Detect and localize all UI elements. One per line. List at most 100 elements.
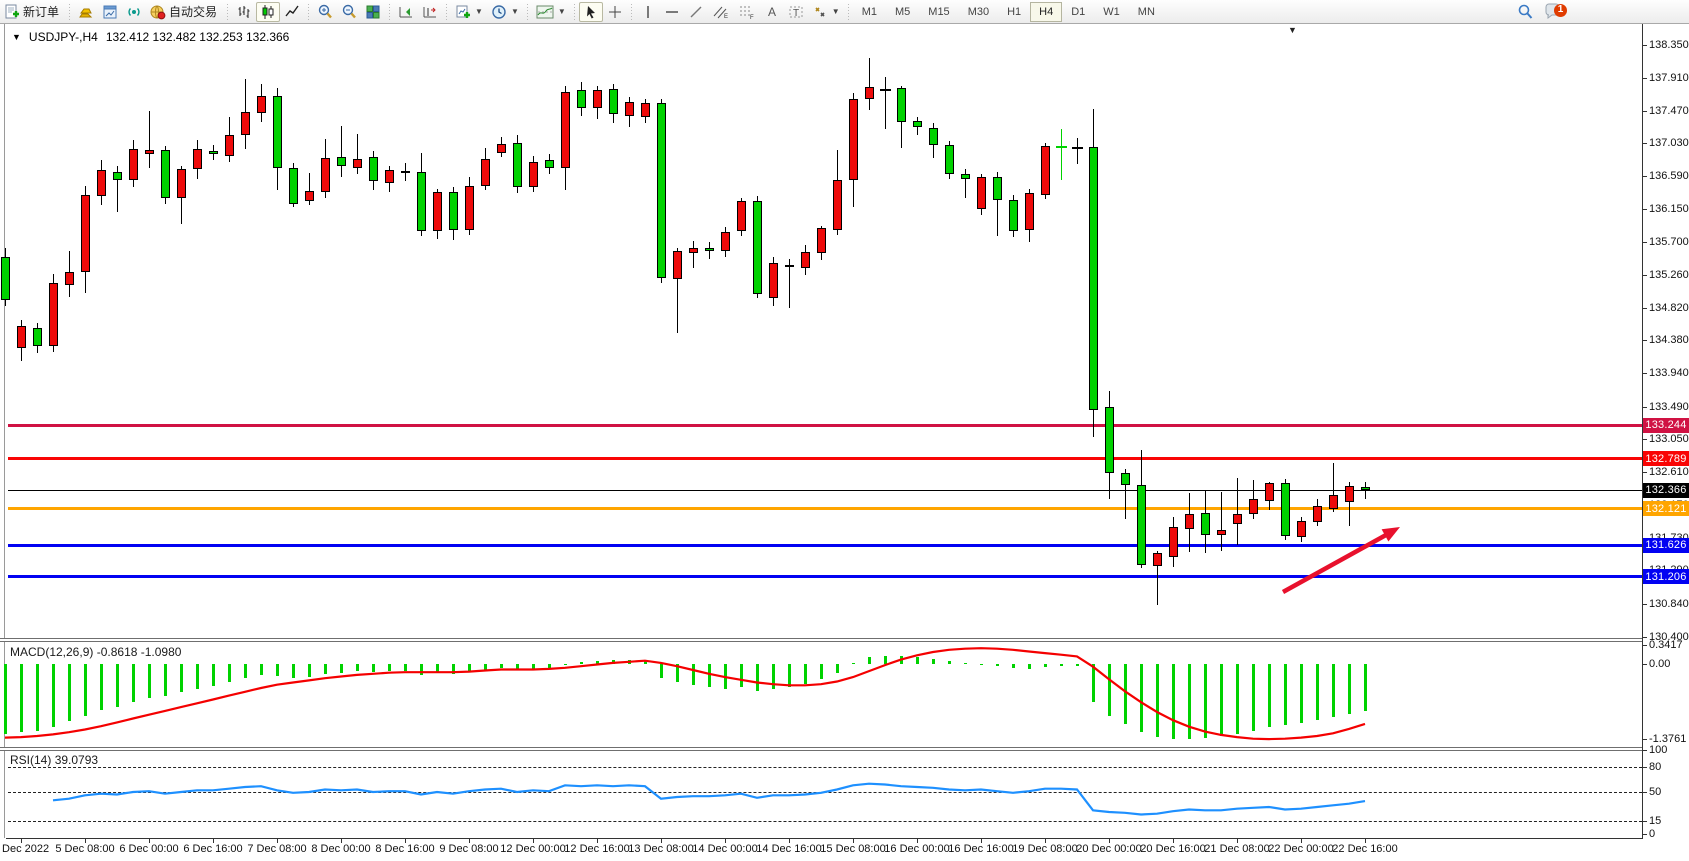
zoom-in-icon <box>317 4 333 20</box>
candle <box>1169 527 1178 558</box>
timeframe-M1[interactable]: M1 <box>861 5 877 18</box>
rsi-level-80 <box>8 767 1642 768</box>
candle <box>225 135 234 156</box>
horizontal-line-132.789[interactable] <box>8 457 1642 461</box>
candle <box>689 248 698 254</box>
macd-histogram-bar <box>564 664 567 666</box>
price-axis-tick <box>1642 472 1647 474</box>
macd-histogram-bar <box>532 664 535 669</box>
vertical-line-tool-button[interactable] <box>636 2 660 22</box>
auto-scroll-button[interactable] <box>394 2 418 22</box>
candle <box>177 169 186 198</box>
templates-button[interactable]: ▼ <box>532 2 570 22</box>
search-icon[interactable] <box>1516 3 1534 21</box>
horizontal-line-132.366[interactable] <box>8 489 1642 491</box>
zoom-out-button[interactable] <box>337 2 361 22</box>
horizontal-line-tool-button[interactable] <box>660 2 684 22</box>
toolbar-separator <box>386 3 394 20</box>
timeframe-M5[interactable]: M5 <box>895 5 911 18</box>
trendline-tool-button[interactable] <box>684 2 708 22</box>
horizontal-line-131.206[interactable] <box>8 575 1642 579</box>
macd-histogram-bar <box>500 664 503 668</box>
toolbar-separator <box>523 3 531 20</box>
date-axis-tick <box>533 839 534 843</box>
chart-window-button[interactable] <box>98 2 122 22</box>
bar-chart-mode-button[interactable] <box>232 2 256 22</box>
timeframe-MN[interactable]: MN <box>1137 5 1155 18</box>
new-order-button[interactable]: 新订单 <box>0 2 65 22</box>
text-label-icon: T <box>788 4 804 20</box>
dropdown-caret: ▼ <box>475 7 483 16</box>
macd-histogram-bar <box>516 664 519 670</box>
candle <box>337 157 346 167</box>
candle-wick <box>149 111 150 168</box>
macd-histogram-bar <box>660 664 663 678</box>
channel-tool-button[interactable]: E <box>708 2 734 22</box>
rsi-axis-label: 100 <box>1649 744 1668 757</box>
horizontal-line-132.121[interactable] <box>8 507 1642 511</box>
symbol-dropdown-arrow[interactable]: ▼ <box>12 32 21 42</box>
cursor-tool-button[interactable] <box>578 1 603 22</box>
timeframe-H4[interactable]: H4 <box>1030 1 1063 22</box>
macd-histogram-bar <box>612 660 615 664</box>
time-axis-line <box>6 838 1643 839</box>
macd-histogram-bar <box>164 664 167 696</box>
candle <box>753 201 762 295</box>
chart-shift-button[interactable] <box>418 2 442 22</box>
timeframe-H1[interactable]: H1 <box>1007 5 1022 18</box>
chart-title: ▼ USDJPY-,H4 132.412 132.482 132.253 132… <box>12 30 289 44</box>
text-label-tool-button[interactable]: T <box>784 2 808 22</box>
macd-histogram-bar <box>788 664 791 687</box>
timeframe-W1[interactable]: W1 <box>1103 5 1120 18</box>
timeframe-D1[interactable]: D1 <box>1071 5 1086 18</box>
chart-shift-marker[interactable]: ▼ <box>1288 25 1297 35</box>
candle <box>513 142 522 188</box>
macd-histogram-bar <box>228 664 231 682</box>
macd-histogram-bar <box>900 656 903 664</box>
macd-axis-tick <box>1642 664 1647 665</box>
autotrading-button[interactable]: 自动交易 <box>146 2 223 22</box>
period-button[interactable]: ▼ <box>487 2 523 22</box>
text-tool-button[interactable]: A <box>760 2 784 22</box>
chat-notification-icon[interactable]: 1 <box>1544 3 1567 21</box>
candle <box>977 176 986 209</box>
zoom-in-button[interactable] <box>313 2 337 22</box>
crosshair-tool-button[interactable] <box>603 2 627 22</box>
rsi-pane-splitter[interactable] <box>0 747 1643 751</box>
arrows-tool-button[interactable]: ▼ <box>808 2 844 22</box>
signals-button[interactable] <box>122 2 146 22</box>
macd-histogram-bar <box>68 664 71 722</box>
market-watch-button[interactable] <box>74 2 98 22</box>
new-chart-button[interactable]: ▼ <box>451 2 487 22</box>
macd-histogram-bar <box>1044 664 1047 667</box>
timeframe-M30[interactable]: M30 <box>967 5 990 18</box>
candle-wick <box>693 240 694 269</box>
price-axis-tick <box>1642 340 1647 342</box>
rsi-axis-label: 0 <box>1649 827 1656 840</box>
rsi-axis-tick <box>1642 833 1647 835</box>
cursor-icon <box>583 4 599 20</box>
macd-histogram-bar <box>1268 664 1271 728</box>
chart-left-border <box>4 24 5 838</box>
tile-windows-button[interactable] <box>361 2 385 22</box>
macd-histogram-bar <box>1348 664 1351 714</box>
horizontal-line-131.626[interactable] <box>8 543 1642 547</box>
price-axis-label: 134.820 <box>1649 301 1689 314</box>
macd-histogram-bar <box>484 664 487 670</box>
horizontal-line-133.244[interactable] <box>8 423 1642 427</box>
fibonacci-tool-button[interactable]: F <box>734 2 760 22</box>
price-axis-tick <box>1642 143 1647 145</box>
timeframe-M15[interactable]: M15 <box>928 5 950 18</box>
date-axis-tick <box>1109 839 1110 843</box>
price-axis-tick <box>1642 439 1647 441</box>
candle <box>321 158 330 193</box>
macd-histogram-bar <box>340 664 343 673</box>
candle <box>49 283 58 347</box>
date-axis-tick <box>917 839 918 843</box>
price-badge-132.366: 132.366 <box>1643 482 1689 498</box>
candle-wick <box>965 169 966 198</box>
line-chart-mode-button[interactable] <box>280 2 304 22</box>
macd-pane-splitter[interactable] <box>0 638 1643 642</box>
candlestick-mode-button[interactable] <box>256 1 281 22</box>
macd-histogram-bar <box>868 657 871 664</box>
